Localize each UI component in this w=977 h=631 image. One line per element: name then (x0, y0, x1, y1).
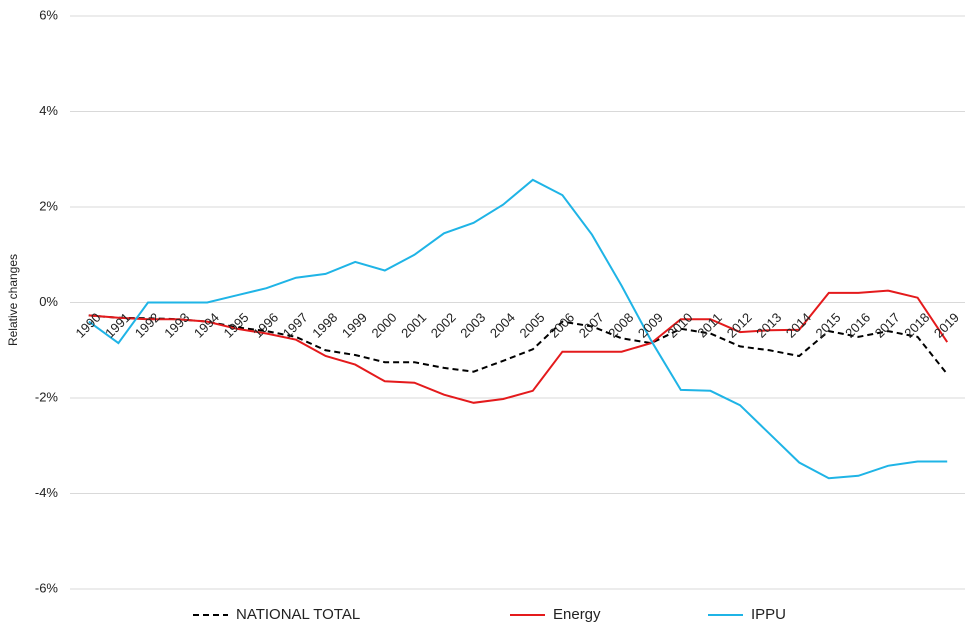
x-tick-label: 2006 (546, 310, 577, 341)
series-line (88, 289, 949, 404)
legend-label: IPPU (751, 606, 786, 623)
x-tick-label: 2013 (753, 310, 784, 341)
x-tick-label: 2008 (605, 310, 636, 341)
x-tick-label: 2012 (724, 310, 755, 341)
x-tick-label: 2004 (487, 310, 518, 341)
x-tick-label: 1998 (309, 310, 340, 341)
x-tick-label: 2017 (872, 310, 903, 341)
x-tick-label: 2000 (369, 310, 400, 341)
x-tick-label: 2007 (576, 310, 607, 341)
y-tick-label: 4% (39, 103, 58, 118)
x-tick-label: 1999 (339, 310, 370, 341)
x-tick-label: 1990 (73, 310, 104, 341)
y-tick-label: 6% (39, 7, 58, 22)
y-tick-label: -6% (35, 580, 59, 595)
x-tick-label: 1997 (280, 310, 311, 341)
x-tick-label: 2011 (694, 310, 724, 340)
x-tick-label: 1992 (132, 310, 163, 341)
series-line (88, 314, 948, 375)
x-tick-label: 2019 (931, 310, 962, 341)
y-tick-label: -4% (35, 485, 59, 500)
x-tick-label: 1993 (161, 310, 192, 341)
x-tick-label: 2003 (457, 310, 488, 341)
x-tick-label: 2001 (398, 310, 429, 341)
y-tick-label: 0% (39, 294, 58, 309)
x-tick-label: 2002 (428, 310, 459, 341)
y-tick-label: 2% (39, 198, 58, 213)
x-tick-label: 2010 (665, 310, 696, 341)
x-tick-label: 2014 (783, 310, 814, 341)
x-tick-label: 1991 (102, 310, 133, 341)
x-tick-label: 1995 (221, 310, 252, 341)
y-tick-label: -2% (35, 389, 59, 404)
x-tick-label: 2005 (517, 310, 548, 341)
series-line (88, 178, 948, 480)
x-tick-label: 2015 (813, 310, 844, 341)
x-tick-label: 1994 (191, 310, 222, 341)
legend-label: Energy (553, 606, 601, 623)
legend-label: NATIONAL TOTAL (236, 606, 360, 623)
y-axis-label: Relative changes (6, 254, 20, 346)
